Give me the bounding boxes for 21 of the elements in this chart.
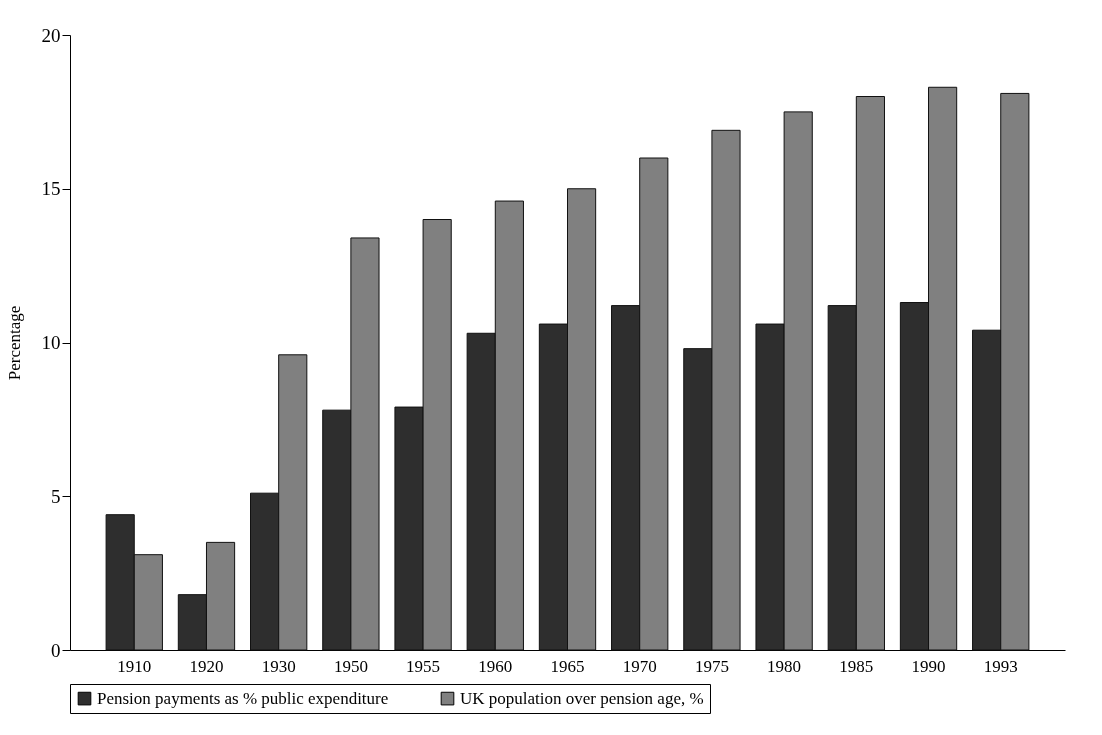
- x-tick-label: 1960: [478, 656, 513, 676]
- x-tick-label: 1993: [983, 656, 1018, 676]
- x-tick-label: 1970: [622, 656, 657, 676]
- x-tick-label: 1920: [189, 656, 224, 676]
- y-tick-label: 10: [41, 332, 61, 353]
- x-tick-label: 1980: [767, 656, 802, 676]
- legend-label: UK population over pension age, %: [460, 688, 704, 708]
- x-tick-label: 1955: [406, 656, 441, 676]
- x-tick-label: 1985: [839, 656, 874, 676]
- x-tick-label: 1990: [911, 656, 946, 676]
- x-tick-label: 1950: [333, 656, 368, 676]
- legend-label: Pension payments as % public expenditure: [97, 688, 389, 708]
- y-tick-label: 15: [41, 178, 61, 200]
- y-axis-title: Percentage: [4, 305, 24, 381]
- y-tick-label: 0: [51, 639, 61, 661]
- x-tick-label: 1965: [550, 656, 585, 676]
- x-tick-label: 1910: [117, 656, 152, 676]
- y-tick-label: 5: [51, 485, 61, 507]
- x-tick-label: 1975: [694, 656, 729, 676]
- y-tick-label: 20: [41, 24, 61, 46]
- x-tick-label: 1930: [261, 656, 296, 676]
